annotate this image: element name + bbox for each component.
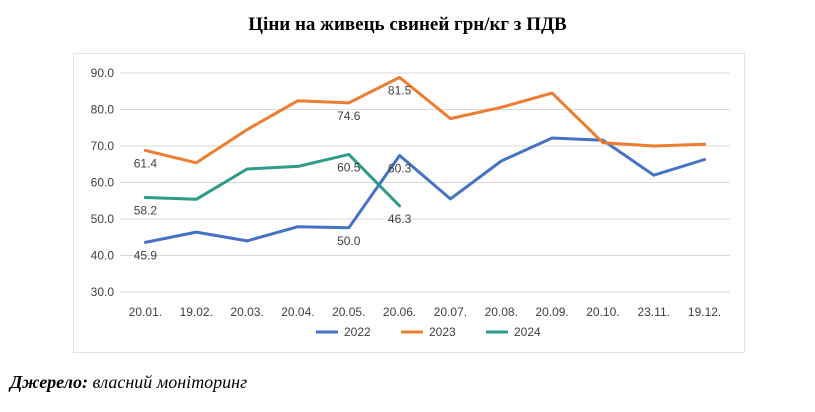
data-label: 45.9 — [134, 248, 158, 262]
x-tick-label: 20.04. — [281, 305, 314, 319]
data-label: 58.2 — [134, 203, 158, 217]
data-label: 81.5 — [388, 83, 412, 97]
data-label: 60.5 — [337, 160, 361, 174]
series-line-2023 — [143, 75, 707, 165]
data-label: 46.3 — [388, 212, 412, 226]
y-tick-label: 40.0 — [91, 249, 115, 263]
y-tick-label: 60.0 — [91, 176, 115, 190]
x-tick-label: 20.10. — [586, 305, 619, 319]
y-tick-label: 30.0 — [91, 285, 115, 299]
gridlines — [120, 72, 730, 293]
legend-label-2024: 2024 — [514, 325, 541, 339]
data-label: 50.0 — [337, 234, 361, 248]
data-label: 74.6 — [337, 109, 361, 123]
x-tick-label: 20.09. — [535, 305, 568, 319]
x-tick-label: 20.01. — [129, 305, 162, 319]
x-tick-label: 20.07. — [434, 305, 467, 319]
x-tick-label: 20.05. — [332, 305, 365, 319]
legend-label-2023: 2023 — [429, 325, 456, 339]
series-line-2022 — [143, 136, 707, 244]
legend: 2022 2023 2024 — [316, 325, 541, 339]
data-labels: 45.9 50.0 60.3 61.4 74.6 81.5 58.2 60.5 46.3 — [134, 83, 412, 262]
series-line-2024 — [143, 152, 402, 208]
x-axis: 20.01. 19.02. 20.03. 20.04. 20.05. 20.06. 20.0… — [129, 305, 722, 319]
series-lines — [143, 75, 707, 244]
y-tick-label: 90.0 — [91, 66, 115, 80]
data-label: 61.4 — [134, 156, 158, 170]
legend-label-2022: 2022 — [344, 325, 371, 339]
chart-title: Ціни на живець свиней грн/кг з ПДВ — [248, 14, 567, 35]
source-value: власний моніторинг — [92, 372, 248, 392]
x-tick-label: 19.02. — [180, 305, 213, 319]
y-axis: 30.0 40.0 50.0 60.0 70.0 80.0 90.0 — [91, 66, 115, 299]
source-note: Джерело: власний моніторинг — [10, 372, 247, 393]
x-tick-label: 23.11. — [638, 305, 670, 319]
x-tick-label: 20.08. — [485, 305, 518, 319]
x-tick-label: 20.03. — [230, 305, 263, 319]
source-label: Джерело: — [10, 372, 88, 392]
y-tick-label: 70.0 — [91, 139, 115, 153]
y-tick-label: 80.0 — [91, 103, 115, 117]
data-label: 60.3 — [388, 161, 412, 175]
chart-container — [73, 53, 745, 353]
x-tick-label: 19.12. — [688, 305, 721, 319]
x-tick-label: 20.06. — [383, 305, 416, 319]
y-tick-label: 50.0 — [91, 212, 115, 226]
